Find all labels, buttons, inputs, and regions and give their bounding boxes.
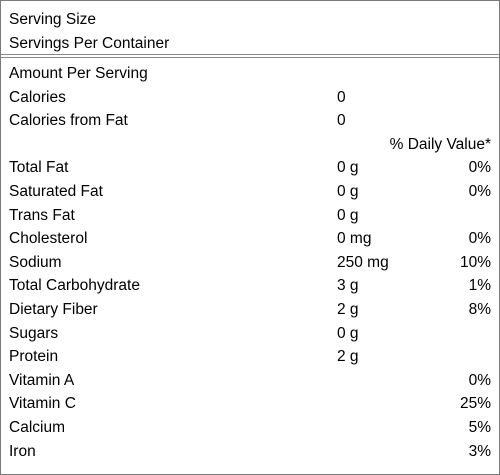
nutrient-amount: 0 g <box>337 159 359 177</box>
calories-from-fat-value: 0 <box>337 112 346 130</box>
nutrient-row: Saturated Fat 0 g 0% <box>1 180 499 204</box>
nutrient-name: Vitamin C <box>9 395 76 413</box>
nutrient-daily-value: 0% <box>468 182 491 200</box>
nutrient-row: Total Carbohydrate 3 g 1% <box>1 274 499 298</box>
nutrient-row: Vitamin A 0% <box>1 369 499 393</box>
nutrient-name: Iron <box>9 442 36 460</box>
nutrient-name: Trans Fat <box>9 206 75 224</box>
nutrient-name: Calcium <box>9 418 65 436</box>
serving-info-header: Serving Size Servings Per Container <box>1 1 499 58</box>
nutrient-name: Cholesterol <box>9 230 88 248</box>
nutrient-row: Protein 2 g <box>1 345 499 369</box>
nutrient-daily-value: 5% <box>468 418 491 436</box>
serving-size-label: Serving Size <box>9 11 97 28</box>
nutrient-name: Total Carbohydrate <box>9 277 140 295</box>
nutrient-amount: 2 g <box>337 300 359 318</box>
nutrient-daily-value: 0% <box>468 230 491 248</box>
nutrition-table: Amount Per Serving Calories 0 Calories f… <box>1 58 499 463</box>
amount-per-serving-label: Amount Per Serving <box>9 65 148 82</box>
nutrient-name: Sodium <box>9 253 62 271</box>
nutrient-amount: 0 mg <box>337 230 372 248</box>
servings-per-container-label: Servings Per Container <box>9 34 170 52</box>
nutrient-amount: 0 g <box>337 182 359 200</box>
nutrient-row: Cholesterol 0 mg 0% <box>1 227 499 251</box>
daily-value-header: % Daily Value* <box>389 135 491 153</box>
nutrient-daily-value: 0% <box>468 159 491 177</box>
calories-value: 0 <box>337 88 346 106</box>
nutrient-amount: 3 g <box>337 277 359 295</box>
nutrient-daily-value: 1% <box>468 277 491 295</box>
calories-label: Calories <box>9 88 66 106</box>
nutrient-name: Total Fat <box>9 159 69 177</box>
nutrient-daily-value: 25% <box>459 395 491 413</box>
calories-from-fat-row: Calories from Fat 0 <box>1 109 499 133</box>
nutrient-row: Sodium 250 mg 10% <box>1 251 499 275</box>
nutrient-name: Protein <box>9 348 59 366</box>
calories-from-fat-label: Calories from Fat <box>9 112 128 130</box>
nutrient-name: Saturated Fat <box>9 182 103 200</box>
nutrient-name: Vitamin A <box>9 371 75 389</box>
nutrient-name: Dietary Fiber <box>9 300 98 318</box>
nutrient-amount: 2 g <box>337 348 359 366</box>
nutrient-amount: 250 mg <box>337 253 389 271</box>
nutrient-row: Calcium 5% <box>1 416 499 440</box>
nutrient-row: Sugars 0 g <box>1 322 499 346</box>
nutrient-daily-value: 3% <box>468 442 491 460</box>
nutrient-amount: 0 g <box>337 324 359 342</box>
nutrient-amount: 0 g <box>337 206 359 224</box>
nutrient-row: Total Fat 0 g 0% <box>1 156 499 180</box>
nutrient-row: Dietary Fiber 2 g 8% <box>1 298 499 322</box>
daily-value-header-row: % Daily Value* <box>1 133 499 157</box>
nutrient-row: Trans Fat 0 g <box>1 204 499 228</box>
nutrient-daily-value: 0% <box>468 371 491 389</box>
nutrient-daily-value: 8% <box>468 300 491 318</box>
amount-per-serving-row: Amount Per Serving <box>1 62 499 86</box>
nutrient-daily-value: 10% <box>459 253 491 271</box>
nutrient-row: Vitamin C 25% <box>1 392 499 416</box>
nutrient-name: Sugars <box>9 324 59 342</box>
nutrient-row: Iron 3% <box>1 440 499 464</box>
calories-row: Calories 0 <box>1 86 499 110</box>
